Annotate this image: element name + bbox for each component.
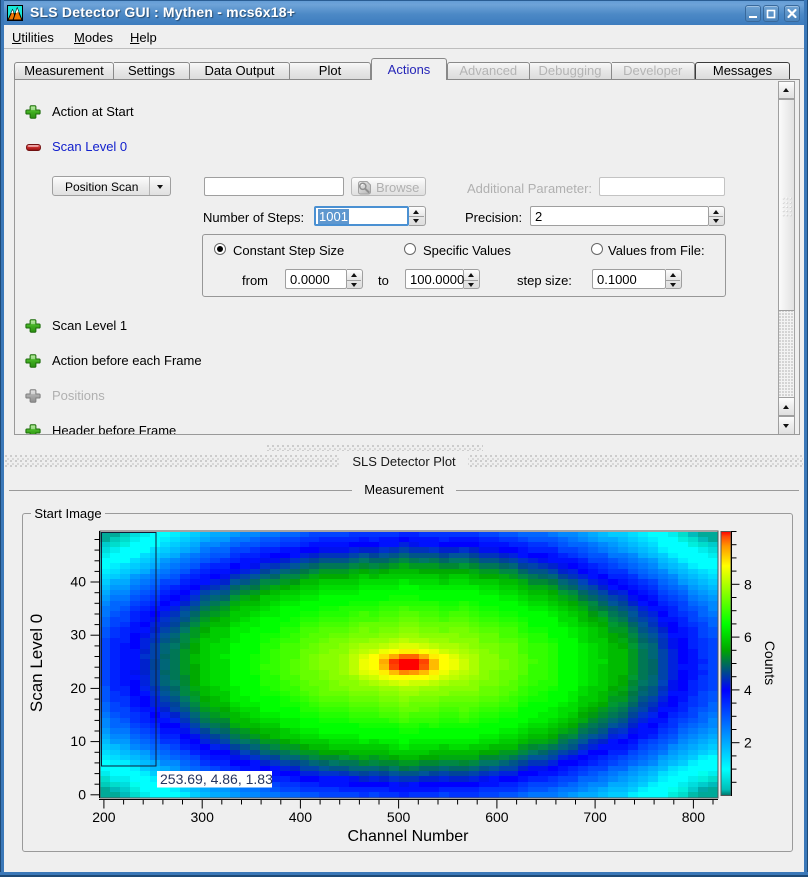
svg-text:300: 300 xyxy=(191,809,215,825)
svg-text:10: 10 xyxy=(70,733,86,749)
svg-text:40: 40 xyxy=(70,574,86,590)
svg-text:2: 2 xyxy=(744,735,752,751)
svg-text:500: 500 xyxy=(387,809,411,825)
svg-text:6: 6 xyxy=(744,629,752,645)
svg-text:800: 800 xyxy=(682,809,706,825)
svg-text:600: 600 xyxy=(485,809,509,825)
svg-text:400: 400 xyxy=(289,809,313,825)
svg-text:Channel Number: Channel Number xyxy=(348,828,470,845)
svg-text:700: 700 xyxy=(583,809,607,825)
svg-text:0: 0 xyxy=(78,786,86,802)
svg-text:8: 8 xyxy=(744,576,752,592)
svg-text:Scan Level 0: Scan Level 0 xyxy=(27,614,46,712)
svg-text:200: 200 xyxy=(92,809,116,825)
svg-text:30: 30 xyxy=(70,627,86,643)
svg-text:4: 4 xyxy=(744,682,752,698)
svg-text:20: 20 xyxy=(70,680,86,696)
svg-text:Counts: Counts xyxy=(762,641,778,685)
svg-text:253.69, 4.86, 1.83: 253.69, 4.86, 1.83 xyxy=(160,771,273,787)
